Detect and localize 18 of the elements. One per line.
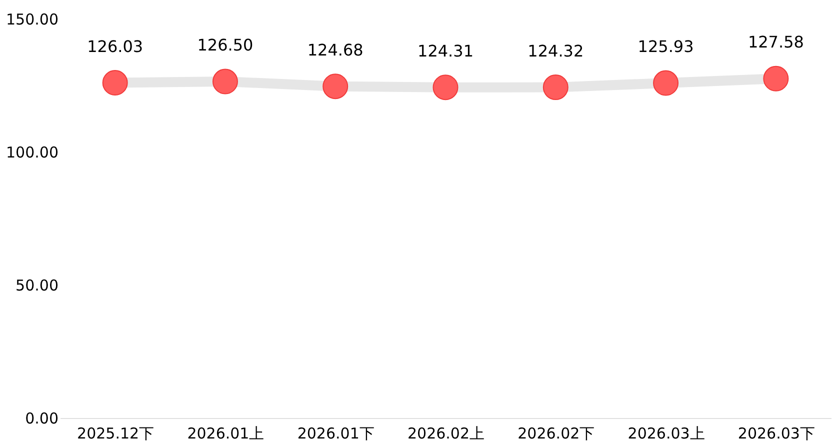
data-label: 126.03 bbox=[87, 36, 144, 56]
data-label: 124.31 bbox=[418, 41, 474, 60]
data-label: 125.93 bbox=[638, 37, 694, 56]
x-tick-label: 2026.02上 bbox=[407, 424, 485, 442]
data-label: 124.32 bbox=[528, 41, 584, 60]
x-tick-label: 2025.12下 bbox=[77, 424, 154, 442]
data-label: 124.68 bbox=[307, 40, 364, 60]
y-tick-label: 100.00 bbox=[6, 144, 58, 162]
y-tick-label: 0.00 bbox=[25, 410, 58, 428]
data-label: 126.50 bbox=[197, 36, 254, 55]
x-tick-label: 2026.02下 bbox=[518, 424, 595, 442]
x-tick-label: 2026.03上 bbox=[628, 424, 705, 442]
y-tick-label: 150.00 bbox=[6, 10, 58, 28]
x-tick-label: 2026.01下 bbox=[297, 424, 374, 442]
data-label: 127.58 bbox=[748, 32, 804, 52]
x-tick-label: 2026.03下 bbox=[738, 424, 815, 442]
x-tick-label: 2026.01上 bbox=[187, 424, 264, 442]
y-tick-label: 50.00 bbox=[16, 276, 58, 294]
